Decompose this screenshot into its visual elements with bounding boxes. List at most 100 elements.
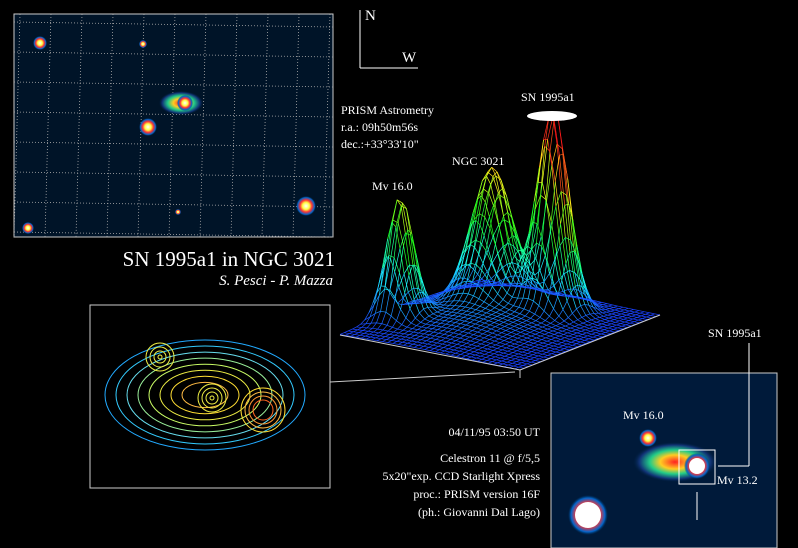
mesh-line <box>424 300 431 302</box>
mesh-line <box>525 284 532 287</box>
mesh-line <box>593 302 599 306</box>
mesh-line <box>355 334 361 338</box>
mesh-line <box>384 333 390 335</box>
mesh-line <box>563 317 569 322</box>
mesh-line <box>563 332 568 335</box>
mesh-line <box>382 329 389 332</box>
mesh-line <box>490 278 496 284</box>
mesh-line <box>581 315 587 318</box>
mesh-line <box>576 297 582 300</box>
mesh-line <box>535 347 541 351</box>
mesh-line <box>455 352 461 355</box>
mesh-line <box>566 300 573 314</box>
mesh-line <box>483 235 489 250</box>
mesh-line <box>403 342 408 346</box>
mesh-line <box>589 313 596 319</box>
mesh-line <box>433 329 438 333</box>
mesh-line <box>448 331 454 334</box>
mesh-line <box>516 348 522 352</box>
mesh-line <box>456 326 462 328</box>
mesh-line <box>544 345 550 349</box>
mesh-line <box>456 288 462 290</box>
mesh-line <box>482 171 488 181</box>
mesh-line <box>555 335 560 339</box>
mesh-line <box>406 208 413 234</box>
mesh-line <box>545 320 551 324</box>
mesh-line <box>508 364 514 367</box>
mesh-line <box>542 288 549 300</box>
mesh-line <box>525 344 530 348</box>
mesh-line <box>594 329 601 332</box>
mesh-line <box>498 338 505 341</box>
mesh-line <box>602 312 608 316</box>
mesh-line <box>469 319 475 323</box>
mesh-line <box>575 253 582 272</box>
mesh-line <box>501 282 507 285</box>
mesh-line <box>566 195 573 217</box>
mesh-line <box>512 336 518 339</box>
mesh-line <box>537 280 544 289</box>
mesh-line <box>486 175 491 185</box>
mesh-line <box>496 348 503 351</box>
mesh-line <box>579 284 586 305</box>
mesh-line <box>536 324 543 328</box>
mesh-line <box>457 329 464 332</box>
mesh-line <box>546 339 552 342</box>
mesh-line <box>552 340 557 344</box>
mesh-line <box>589 313 595 315</box>
mesh-line <box>562 289 569 292</box>
mesh-line <box>445 353 452 356</box>
mesh-line <box>573 346 578 349</box>
mesh-line <box>412 325 417 329</box>
mesh-line <box>413 288 418 300</box>
mesh-line <box>513 337 518 341</box>
mesh-line <box>455 305 461 310</box>
mesh-line <box>405 336 411 339</box>
mesh-line <box>522 320 527 323</box>
mesh-line <box>371 337 377 341</box>
mesh-line <box>380 256 387 287</box>
mesh-line <box>349 331 354 334</box>
mesh-line <box>456 354 461 357</box>
mesh-line <box>550 206 557 232</box>
mesh-line <box>443 347 449 350</box>
mesh-line <box>363 330 369 334</box>
mesh-line <box>634 321 640 324</box>
mesh-line <box>606 333 611 336</box>
mesh-line <box>353 329 358 333</box>
mesh-line <box>588 304 594 308</box>
mesh-line <box>381 336 386 340</box>
mesh-line <box>439 319 445 322</box>
mesh-line <box>489 324 496 328</box>
mesh-line <box>498 351 504 354</box>
mesh-line <box>426 337 431 342</box>
mesh-line <box>406 339 412 342</box>
mesh-line <box>469 247 476 266</box>
grid-line <box>13 201 334 208</box>
mesh-line <box>445 321 451 325</box>
star <box>175 209 181 215</box>
mesh-line <box>524 343 530 346</box>
mesh-line <box>534 357 540 360</box>
mesh-line <box>500 280 505 285</box>
mesh-line <box>460 352 465 355</box>
mesh-line <box>385 336 391 338</box>
mesh-line <box>413 331 419 334</box>
mesh-line <box>444 333 450 336</box>
mesh-line <box>380 288 386 312</box>
mesh-line <box>488 318 494 322</box>
mesh-line <box>570 327 576 331</box>
mesh-line <box>595 330 601 334</box>
mesh-line <box>612 315 618 318</box>
mesh-line <box>512 362 518 365</box>
mesh-line <box>388 220 394 256</box>
mesh-line <box>394 272 400 299</box>
mesh-line <box>439 336 446 339</box>
mesh-line <box>465 336 470 340</box>
mesh-line <box>409 331 414 335</box>
mesh-line <box>455 340 462 343</box>
mesh-line <box>568 344 573 348</box>
mesh-line <box>491 283 498 285</box>
mesh-line <box>540 194 547 200</box>
mesh-line <box>621 324 627 327</box>
